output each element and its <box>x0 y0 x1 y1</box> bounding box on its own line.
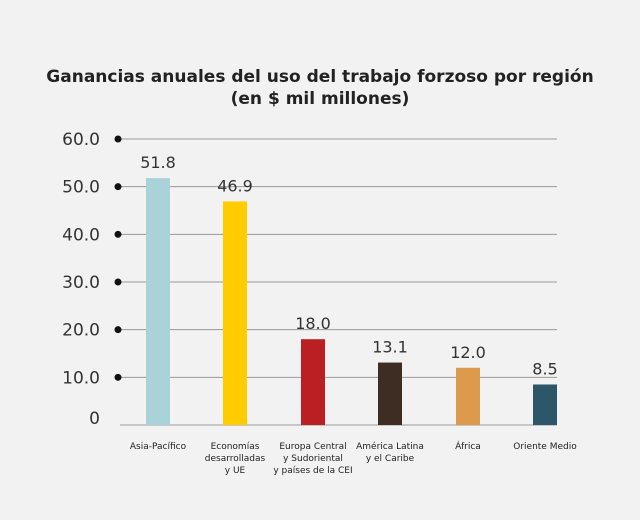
y-tick-label: 20.0 <box>62 321 100 341</box>
chart-title: Ganancias anuales del uso del trabajo fo… <box>0 66 640 110</box>
data-label: 51.8 <box>140 153 176 172</box>
title-line-2: (en $ mil millones) <box>230 89 410 109</box>
y-tick-label: 30.0 <box>62 273 100 293</box>
y-tick-label: 0 <box>89 409 100 429</box>
tick-dot <box>114 373 122 381</box>
bar <box>301 339 325 425</box>
y-tick-label: 60.0 <box>62 130 100 150</box>
x-tick-label-line: y el Caribe <box>365 454 415 464</box>
y-tick-label: 50.0 <box>62 178 100 198</box>
tick-dot <box>114 183 122 191</box>
x-tick-label: Economías desarrolladas y UE <box>180 441 290 477</box>
x-tick-label-line: y Sudoriental <box>283 454 343 464</box>
x-tick-label-line: y países de la CEI <box>273 466 353 476</box>
x-tick-label-line: Asia-Pacífico <box>129 442 187 452</box>
data-label: 46.9 <box>217 176 253 195</box>
bar <box>456 367 480 425</box>
bar <box>223 201 247 425</box>
x-tick-label: Oriente Medio <box>490 441 600 453</box>
title-line-1: Ganancias anuales del uso del trabajo fo… <box>46 67 594 87</box>
y-tick-label: 10.0 <box>62 368 100 388</box>
tick-dot <box>114 278 122 286</box>
x-tick-label: Asia-Pacífico <box>103 441 213 453</box>
data-label: 18.0 <box>295 314 331 333</box>
x-tick-label: Europa Central y Sudoriental y países de l… <box>258 441 368 477</box>
data-label: 8.5 <box>532 359 557 378</box>
x-tick-label-line: Economías <box>210 442 260 452</box>
x-tick-label: América Latina y el Caribe <box>335 441 445 465</box>
bar <box>533 384 557 425</box>
x-tick-label-line: América Latina <box>356 442 424 452</box>
y-tick-label: 40.0 <box>62 225 100 245</box>
tick-dot <box>114 230 122 238</box>
bar <box>378 362 402 425</box>
data-label: 12.0 <box>450 343 486 362</box>
data-label: 13.1 <box>372 338 408 357</box>
x-tick-label-line: desarrolladas <box>204 454 266 464</box>
x-tick-label-line: y UE <box>224 466 246 476</box>
tick-dot <box>114 135 122 143</box>
x-tick-label: África <box>413 441 523 453</box>
x-tick-label-line: Oriente Medio <box>513 442 577 452</box>
bar <box>146 178 170 425</box>
x-tick-label-line: África <box>455 442 481 452</box>
x-tick-label-line: Europa Central <box>279 442 347 452</box>
tick-dot <box>114 326 122 334</box>
